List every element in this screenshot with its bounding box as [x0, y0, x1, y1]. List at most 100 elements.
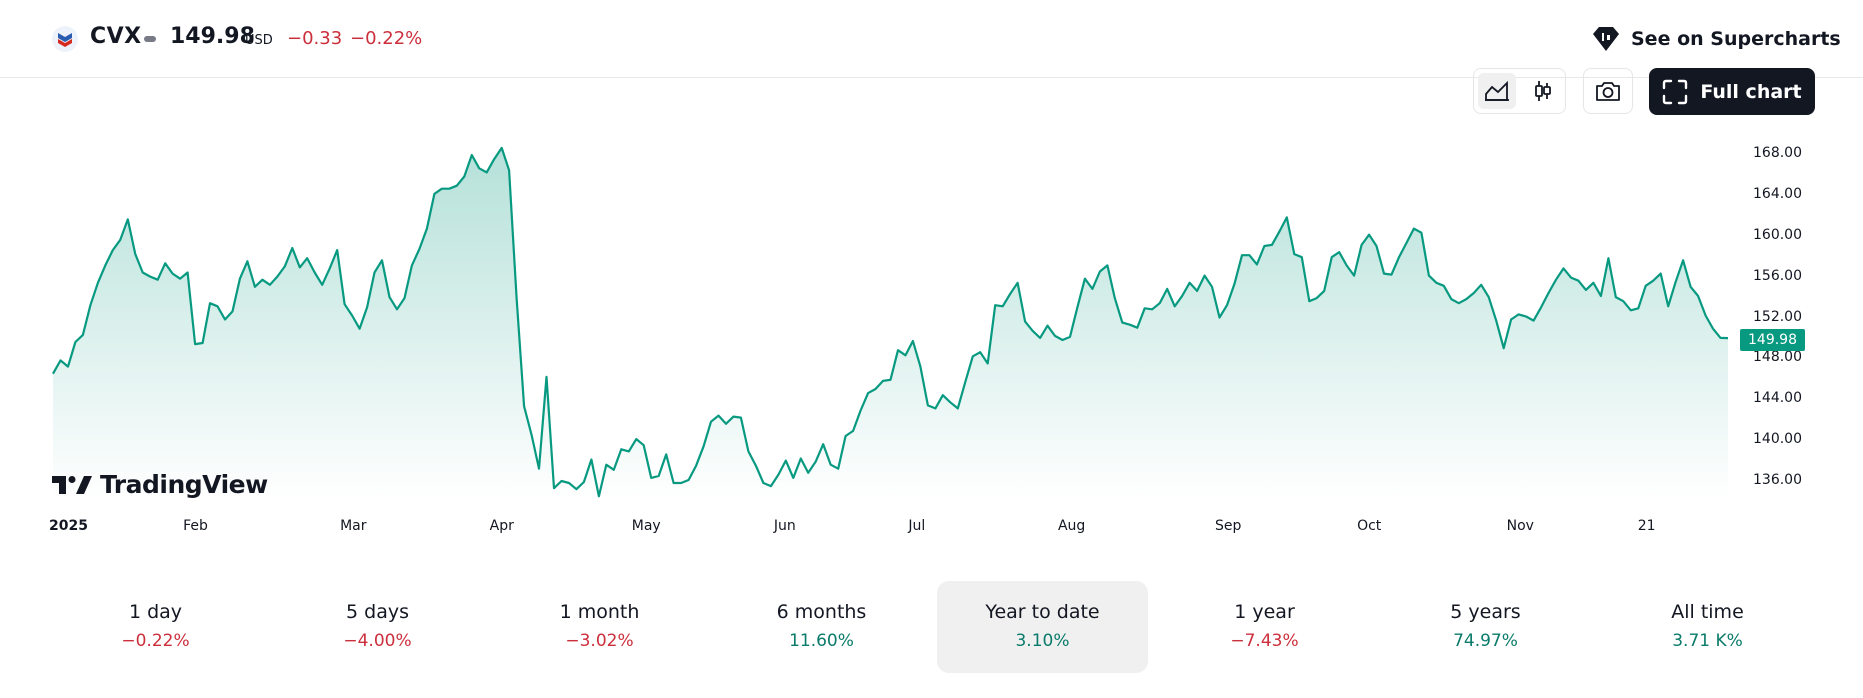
price-point[interactable]	[447, 187, 451, 191]
price-point[interactable]	[492, 157, 496, 161]
price-point[interactable]	[1031, 329, 1035, 333]
price-point[interactable]	[612, 468, 616, 472]
price-point[interactable]	[1233, 282, 1237, 286]
price-point[interactable]	[403, 296, 407, 300]
price-point[interactable]	[889, 378, 893, 382]
price-point[interactable]	[1539, 305, 1543, 309]
price-point[interactable]	[201, 341, 205, 345]
price-point[interactable]	[746, 449, 750, 453]
price-point[interactable]	[440, 187, 444, 191]
price-point[interactable]	[799, 457, 803, 461]
price-point[interactable]	[1367, 233, 1371, 237]
price-point[interactable]	[96, 281, 100, 285]
price-point[interactable]	[156, 278, 160, 282]
price-point[interactable]	[1681, 258, 1685, 262]
price-point[interactable]	[986, 362, 990, 366]
price-point[interactable]	[1135, 326, 1139, 330]
price-point[interactable]	[245, 259, 249, 263]
price-point[interactable]	[1195, 289, 1199, 293]
price-point[interactable]	[328, 266, 332, 270]
price-point[interactable]	[560, 479, 564, 483]
price-point[interactable]	[948, 400, 952, 404]
price-point[interactable]	[1016, 281, 1020, 285]
price-point[interactable]	[1457, 301, 1461, 305]
price-point[interactable]	[1562, 266, 1566, 270]
period-year-to-date[interactable]: Year to date 3.10%	[937, 581, 1148, 673]
price-point[interactable]	[1405, 241, 1409, 245]
price-point[interactable]	[1397, 255, 1401, 259]
price-point[interactable]	[574, 487, 578, 491]
price-point[interactable]	[1599, 294, 1603, 298]
price-point[interactable]	[500, 146, 504, 150]
price-point[interactable]	[1068, 335, 1072, 339]
price-point[interactable]	[1352, 274, 1356, 278]
price-point[interactable]	[971, 354, 975, 358]
price-point[interactable]	[1532, 319, 1536, 323]
price-point[interactable]	[1524, 315, 1528, 319]
price-point[interactable]	[619, 447, 623, 451]
price-point[interactable]	[866, 391, 870, 395]
price-point[interactable]	[343, 302, 347, 306]
price-point[interactable]	[1180, 294, 1184, 298]
price-point[interactable]	[567, 481, 571, 485]
price-point[interactable]	[216, 304, 220, 308]
price-point[interactable]	[186, 271, 190, 275]
price-point[interactable]	[1419, 231, 1423, 235]
price-point[interactable]	[1644, 284, 1648, 288]
price-point[interactable]	[874, 387, 878, 391]
price-point[interactable]	[634, 437, 638, 441]
price-point[interactable]	[941, 393, 945, 397]
price-point[interactable]	[1449, 297, 1453, 301]
price-point[interactable]	[1113, 296, 1117, 300]
price-point[interactable]	[141, 271, 145, 275]
price-point[interactable]	[1262, 244, 1266, 248]
price-point[interactable]	[1188, 281, 1192, 285]
price-point[interactable]	[1165, 287, 1169, 291]
price-point[interactable]	[933, 406, 937, 410]
price-point[interactable]	[223, 318, 227, 322]
snapshot-button[interactable]	[1583, 68, 1633, 114]
price-point[interactable]	[649, 476, 653, 480]
price-point[interactable]	[171, 272, 175, 276]
price-point[interactable]	[896, 348, 900, 352]
price-point[interactable]	[552, 486, 556, 490]
price-point[interactable]	[193, 342, 197, 346]
price-point[interactable]	[103, 263, 107, 267]
price-point[interactable]	[320, 283, 324, 287]
price-point[interactable]	[1158, 301, 1162, 305]
price-point[interactable]	[507, 168, 511, 172]
price-point[interactable]	[679, 481, 683, 485]
price-point[interactable]	[1128, 323, 1132, 327]
price-point[interactable]	[1427, 274, 1431, 278]
price-point[interactable]	[1517, 312, 1521, 316]
price-point[interactable]	[657, 474, 661, 478]
price-point[interactable]	[133, 252, 137, 256]
price-point[interactable]	[604, 463, 608, 467]
price-point[interactable]	[1143, 306, 1147, 310]
price-point[interactable]	[1075, 305, 1079, 309]
price-point[interactable]	[1629, 308, 1633, 312]
price-point[interactable]	[1210, 285, 1214, 289]
price-point[interactable]	[1375, 244, 1379, 248]
price-point[interactable]	[388, 295, 392, 299]
price-point[interactable]	[1090, 287, 1094, 291]
price-point[interactable]	[851, 429, 855, 433]
price-point[interactable]	[821, 442, 825, 446]
price-point[interactable]	[776, 473, 780, 477]
price-point[interactable]	[238, 277, 242, 281]
price-point[interactable]	[485, 170, 489, 174]
price-point[interactable]	[1360, 243, 1364, 247]
price-point[interactable]	[313, 271, 317, 275]
price-point[interactable]	[1621, 299, 1625, 303]
price-point[interactable]	[769, 484, 773, 488]
price-point[interactable]	[1726, 336, 1730, 340]
symbol-name[interactable]: CVX	[90, 24, 142, 49]
price-point[interactable]	[1442, 284, 1446, 288]
tradingview-logo[interactable]: TradingView	[52, 470, 268, 499]
price-point[interactable]	[1203, 274, 1207, 278]
price-point[interactable]	[1292, 252, 1296, 256]
price-point[interactable]	[1502, 346, 1506, 350]
price-point[interactable]	[275, 275, 279, 279]
period-5-years[interactable]: 5 years 74.97%	[1380, 581, 1591, 673]
price-point[interactable]	[1659, 272, 1663, 276]
